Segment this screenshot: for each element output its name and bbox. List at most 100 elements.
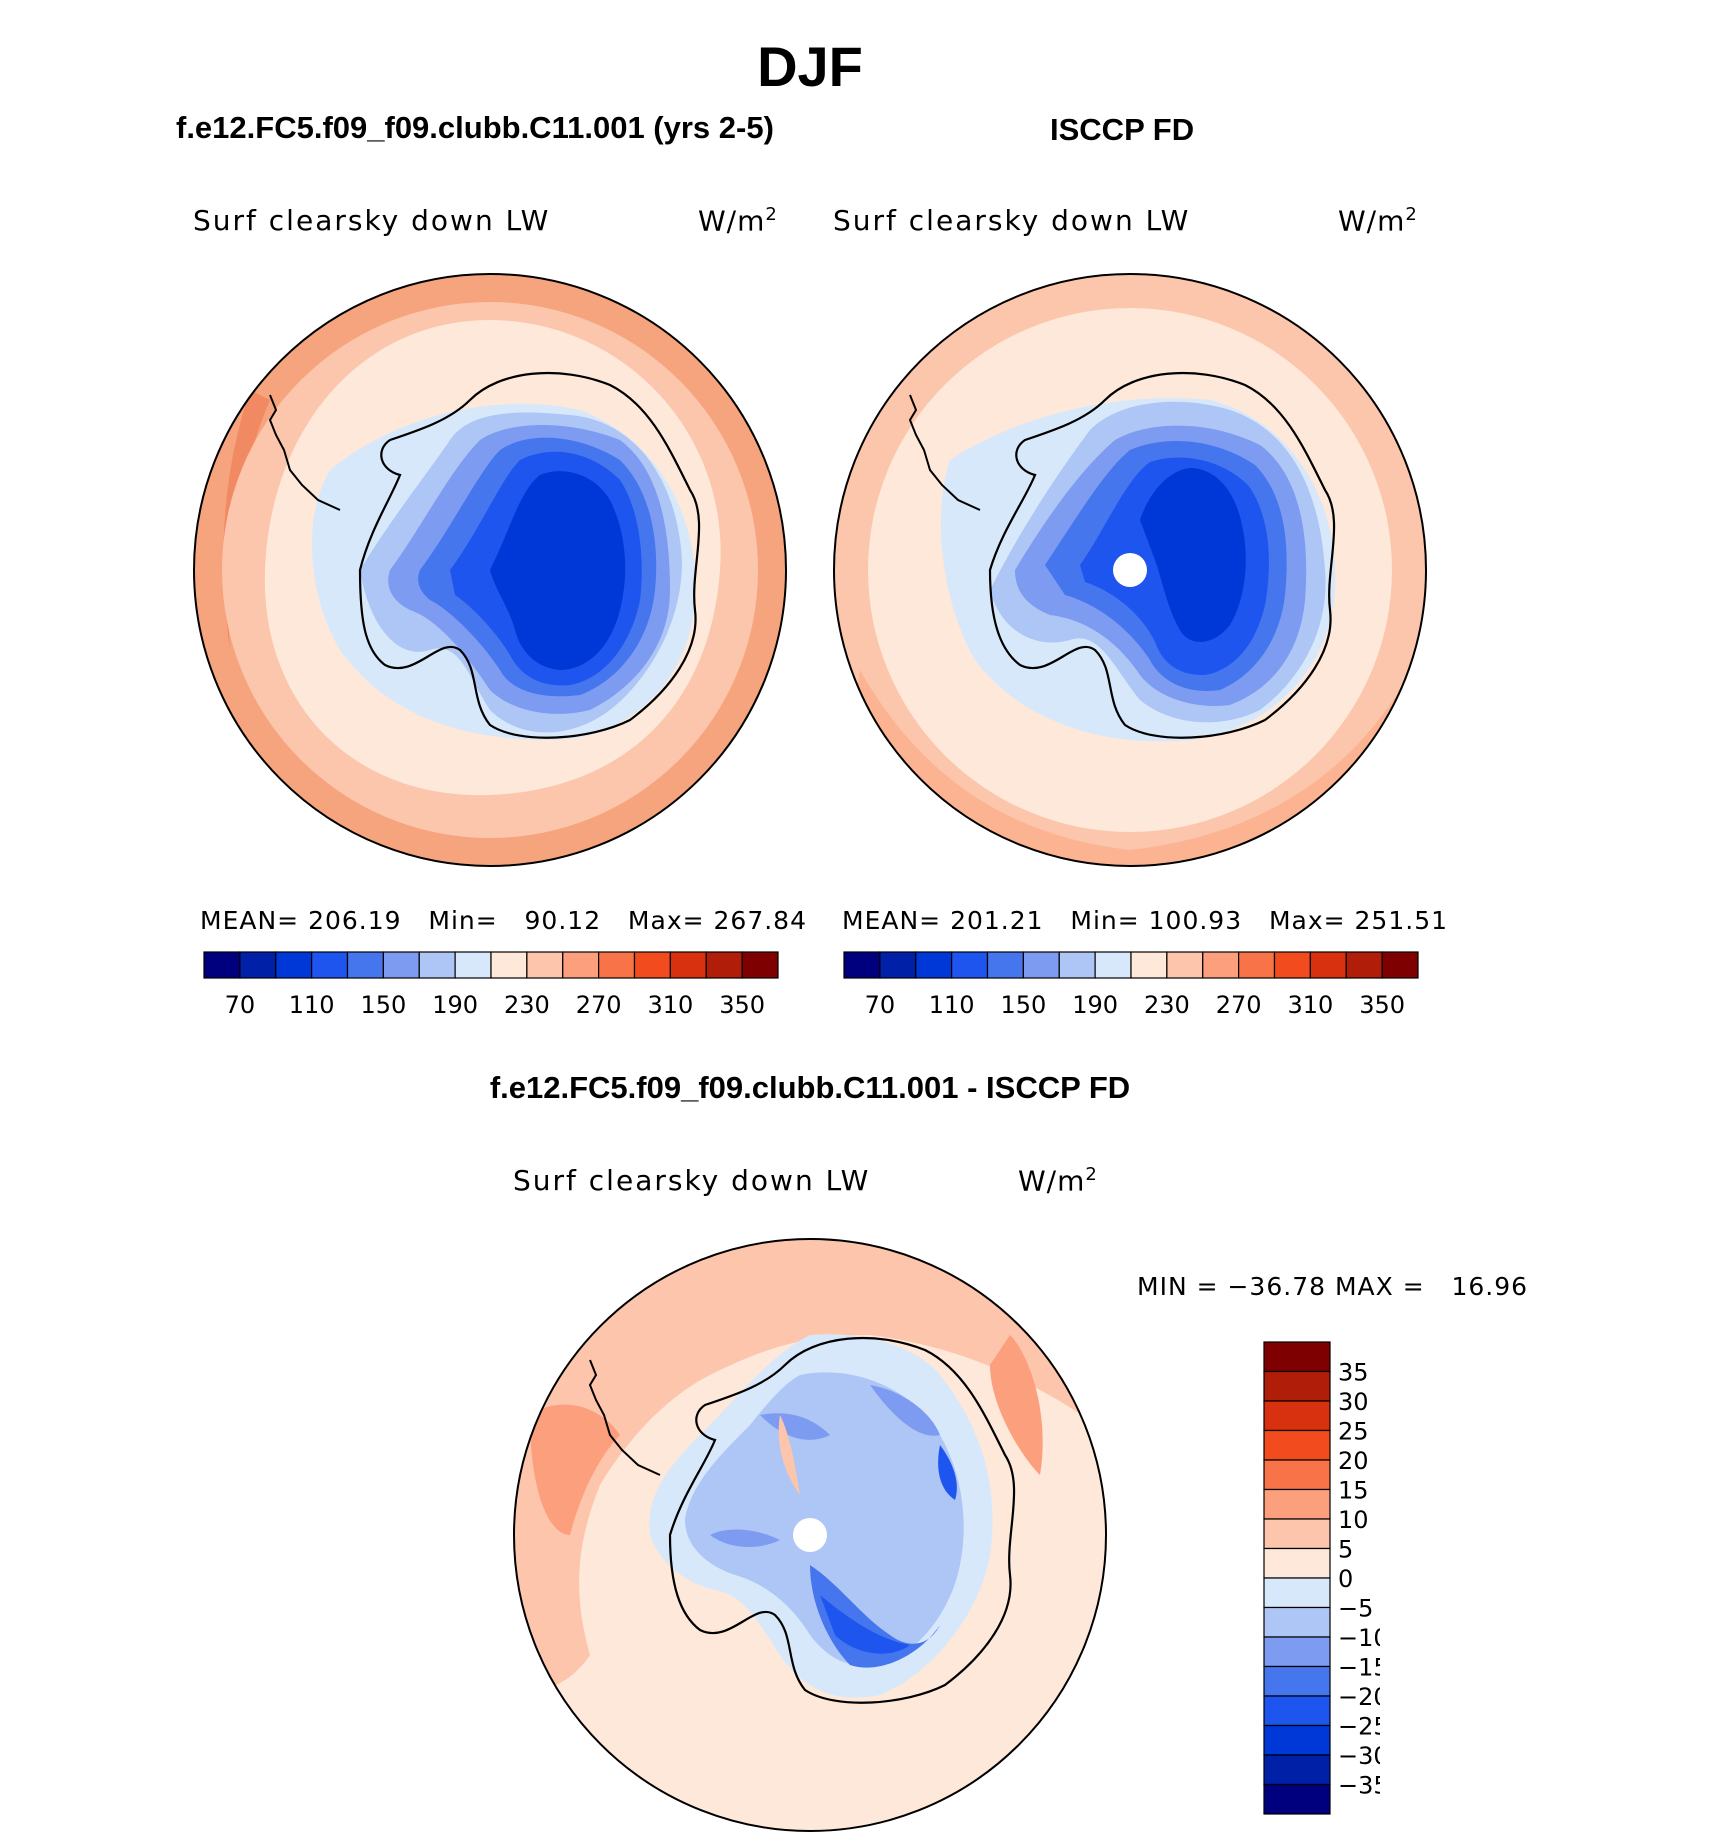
colorbar-difference-tick-label: −5 <box>1338 1595 1373 1623</box>
map-diff-positive-north <box>514 1239 1106 1695</box>
colorbar-model-swatch <box>598 951 636 979</box>
colorbar-difference-tick-label: 25 <box>1338 1418 1369 1446</box>
colorbar-model-swatch <box>311 951 349 979</box>
map-diff-coastline <box>668 1336 1016 1704</box>
panel-obs-variable: Surf clearsky down LW <box>833 204 1191 237</box>
map-model-peninsula <box>268 394 341 511</box>
map-diff-pole-hole <box>793 1518 827 1552</box>
colorbar-model-swatch <box>239 951 277 979</box>
colorbar-obs: 70 110 150 190 230 270 310 350 <box>843 951 1419 1019</box>
colorbar-obs-tick-label: 230 <box>1144 991 1190 1019</box>
colorbar-obs-swatch <box>1381 951 1419 979</box>
colorbar-difference-tick-label: 0 <box>1338 1565 1353 1593</box>
colorbar-obs-tick-label: 190 <box>1072 991 1118 1019</box>
colorbar-model-tick-label: 310 <box>647 991 693 1019</box>
panel-model-title: f.e12.FC5.f09_f09.clubb.C11.001 (yrs 2-5… <box>176 110 774 145</box>
difference-title: f.e12.FC5.f09_f09.clubb.C11.001 - ISCCP … <box>489 1070 1131 1105</box>
map-diff-positive-west <box>530 1404 620 1535</box>
colorbar-difference-tick-label: 20 <box>1338 1447 1369 1475</box>
panel-obs-stats: MEAN= 201.21 Min= 100.93 Max= 251.51 <box>842 906 1449 935</box>
colorbar-difference-tick-label: 30 <box>1338 1388 1369 1416</box>
colorbar-difference-swatch <box>1263 1400 1331 1432</box>
colorbar-model-swatch <box>490 951 528 979</box>
colorbar-difference-tick-label: −15 <box>1338 1654 1380 1682</box>
map-obs-south-band <box>834 670 1426 866</box>
colorbar-model-tick-label: 230 <box>504 991 550 1019</box>
colorbar-difference-swatch <box>1263 1370 1331 1402</box>
colorbar-model-tick-label: 190 <box>432 991 478 1019</box>
colorbar-difference-swatch <box>1263 1577 1331 1609</box>
colorbar-obs-tick-label: 350 <box>1359 991 1405 1019</box>
colorbar-obs-swatch <box>951 951 989 979</box>
map-diff-positive-east <box>990 1335 1043 1475</box>
colorbar-difference-swatch <box>1263 1547 1331 1579</box>
colorbar-model-swatch <box>346 951 384 979</box>
panel-model-units: W/m2 <box>698 204 778 238</box>
colorbar-model-tick-label: 270 <box>576 991 622 1019</box>
colorbar-obs-swatch <box>1166 951 1204 979</box>
colorbar-obs-swatch <box>1238 951 1276 979</box>
map-obs-pole-hole <box>1113 553 1147 587</box>
colorbar-obs-swatch <box>843 951 881 979</box>
map-obs-coastline <box>988 371 1336 739</box>
map-model-coastline <box>358 371 701 739</box>
colorbar-difference-tick-label: 35 <box>1338 1359 1369 1387</box>
colorbar-model-swatch <box>275 951 313 979</box>
map-model-ice-sheet-core <box>490 471 626 670</box>
colorbar-model-tick-label: 150 <box>360 991 406 1019</box>
colorbar-obs-swatch <box>1345 951 1383 979</box>
colorbar-difference-swatch <box>1263 1459 1331 1491</box>
colorbar-model: 70 110 150 190 230 270 310 350 <box>203 951 779 1019</box>
colorbar-model-tick-label: 70 <box>225 991 256 1019</box>
colorbar-obs-swatch <box>1273 951 1311 979</box>
colorbar-model-swatch <box>705 951 743 979</box>
map-diff-streak-6 <box>710 1529 780 1547</box>
map-diff-streak-5 <box>820 1595 910 1654</box>
map-diff-streak-2 <box>870 1385 940 1436</box>
colorbar-obs-swatch <box>1202 951 1240 979</box>
map-model-warm-edge <box>223 390 270 650</box>
colorbar-difference-tick-label: −10 <box>1338 1624 1380 1652</box>
difference-variable: Surf clearsky down LW <box>513 1164 871 1197</box>
colorbar-difference-swatch <box>1263 1695 1331 1727</box>
colorbar-model-swatch <box>454 951 492 979</box>
panel-model-variable: Surf clearsky down LW <box>193 204 551 237</box>
colorbar-obs-tick-label: 70 <box>865 991 896 1019</box>
colorbar-obs-swatch <box>1094 951 1132 979</box>
colorbar-difference-tick-label: −20 <box>1338 1683 1380 1711</box>
colorbar-obs-swatch <box>986 951 1024 979</box>
map-diff-positive-streak <box>778 1415 800 1495</box>
colorbar-difference-tick-label: −35 <box>1338 1772 1380 1800</box>
colorbar-model-swatch <box>669 951 707 979</box>
colorbar-difference-tick-label: 15 <box>1338 1477 1369 1505</box>
colorbar-difference-swatch <box>1263 1341 1331 1373</box>
colorbar-model-swatch <box>741 951 779 979</box>
map-diff-peninsula <box>588 1359 661 1476</box>
panel-model-stats: MEAN= 206.19 Min= 90.12 Max= 267.84 <box>200 906 807 935</box>
map-difference <box>513 1238 1107 1832</box>
colorbar-difference-tick-label: −30 <box>1338 1742 1380 1770</box>
colorbar-model-swatch <box>203 951 241 979</box>
colorbar-model-tick-label: 110 <box>289 991 335 1019</box>
difference-stats: MIN = −36.78 MAX = 16.96 <box>1137 1272 1529 1301</box>
colorbar-difference-swatch <box>1263 1636 1331 1668</box>
colorbar-difference-swatch <box>1263 1429 1331 1461</box>
colorbar-obs-swatch <box>915 951 953 979</box>
colorbar-model-swatch <box>382 951 420 979</box>
colorbar-obs-tick-label: 110 <box>929 991 975 1019</box>
colorbar-obs-tick-label: 150 <box>1000 991 1046 1019</box>
map-diff-streak-4 <box>810 1565 940 1668</box>
map-model-boundary <box>193 273 787 867</box>
colorbar-difference-swatch <box>1263 1606 1331 1638</box>
map-obs-boundary <box>833 273 1427 867</box>
map-diff-boundary <box>513 1238 1107 1832</box>
map-model <box>193 273 787 867</box>
map-diff-streak-1 <box>760 1413 830 1440</box>
colorbar-difference-tick-label: 5 <box>1338 1536 1353 1564</box>
map-obs-peninsula <box>908 394 981 511</box>
colorbar-difference-tick-label: 10 <box>1338 1506 1369 1534</box>
colorbar-obs-swatch <box>1058 951 1096 979</box>
colorbar-obs-swatch <box>1022 951 1060 979</box>
colorbar-obs-swatch <box>1309 951 1347 979</box>
